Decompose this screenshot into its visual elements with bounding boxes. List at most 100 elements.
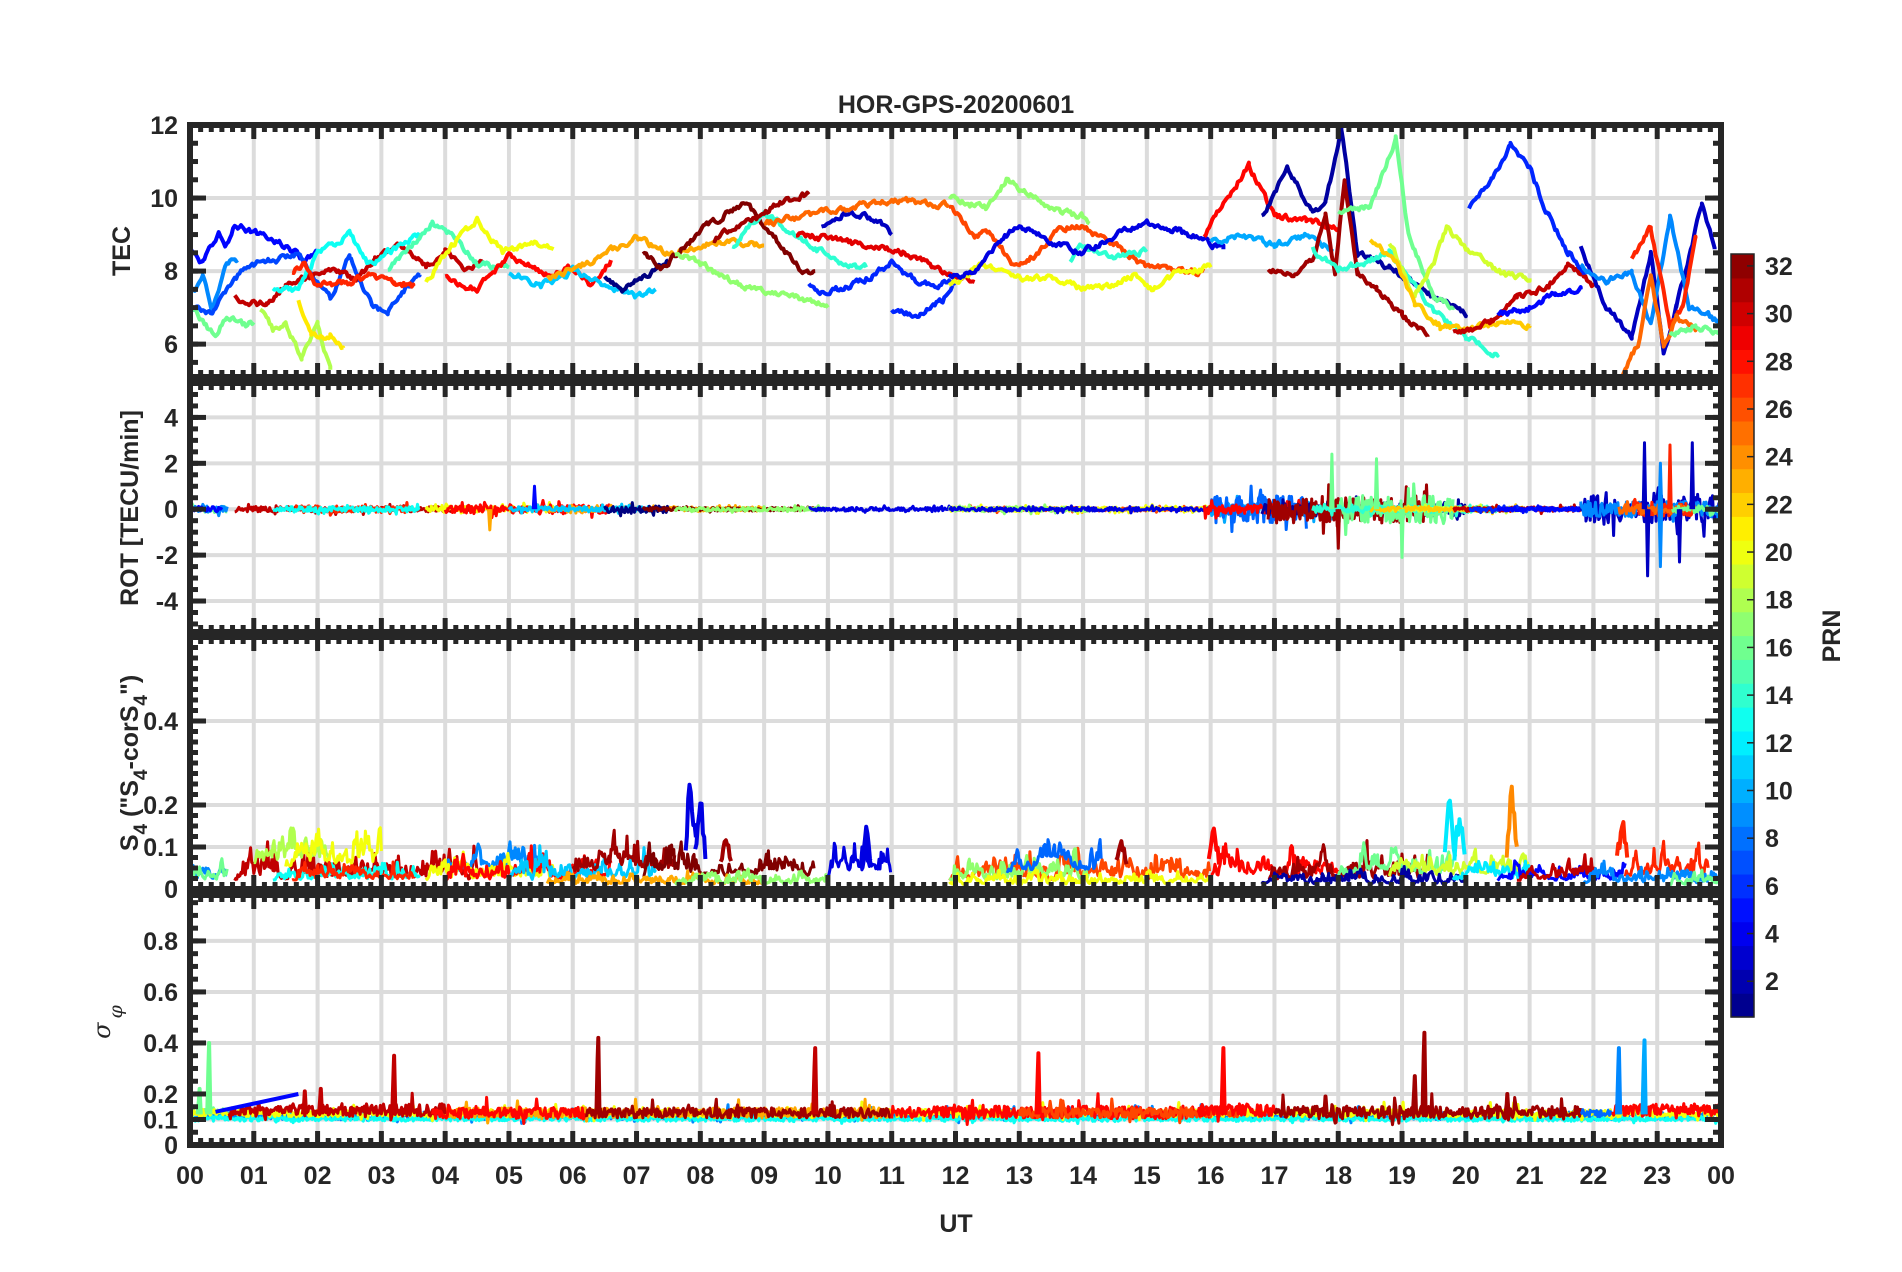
colorbar-tick-label: 28: [1765, 348, 1793, 376]
sigma-ytick-label: 0.8: [143, 928, 178, 956]
prn-16-trace: [190, 304, 256, 339]
prn-6-trace: [807, 258, 957, 297]
colorbar-swatch: [1731, 277, 1754, 303]
prn-11-trace: [508, 264, 657, 300]
prn-30-trace: [390, 1053, 398, 1115]
tec-data: [190, 125, 1721, 377]
tec-ytick-label: 12: [150, 112, 178, 140]
prn-28-trace: [1202, 160, 1341, 239]
prn-14-trace: [1310, 246, 1500, 359]
prn-27-trace: [291, 260, 416, 289]
s4-ylabel-part: "): [116, 675, 144, 695]
colorbar-tick-label: 10: [1765, 777, 1793, 805]
x-tick-label: 19: [1388, 1162, 1416, 1190]
s4-ylabel-part: -corS: [116, 706, 144, 770]
prn-19-trace: [1387, 224, 1532, 299]
x-tick-label: 10: [814, 1162, 842, 1190]
rot-axes: -4 -2 0 2 4: [156, 380, 1724, 635]
colorbar-swatch: [1731, 683, 1754, 708]
sigma-ytick-label: 0.4: [143, 1030, 178, 1058]
colorbar-swatch: [1731, 420, 1754, 446]
x-tick-label: 13: [1005, 1162, 1033, 1190]
colorbar-tick-label: 8: [1765, 825, 1779, 853]
prn-8-trace: [1579, 1108, 1614, 1119]
rot-ytick-label: -2: [156, 542, 178, 570]
x-tick-label: 12: [942, 1162, 970, 1190]
colorbar-swatch: [1731, 802, 1754, 827]
prn-15-trace: [387, 219, 510, 272]
prn-20-trace: [424, 215, 555, 283]
x-tick-label: 17: [1261, 1162, 1289, 1190]
colorbar-tick-label: 12: [1765, 730, 1793, 758]
prn-3-trace: [1579, 486, 1721, 538]
tec-ytick-label: 10: [150, 185, 178, 213]
sigma-ytick-label: 0.1: [143, 1106, 178, 1134]
colorbar-swatch: [1731, 540, 1754, 565]
colorbar-tick-label: 24: [1765, 444, 1793, 472]
x-tick-label: 20: [1452, 1162, 1480, 1190]
prn-25-trace: [1619, 273, 1698, 377]
colorbar-swatch: [1731, 397, 1754, 422]
figure-title: HOR-GPS-20200601: [838, 91, 1074, 119]
prn-30-trace: [227, 1091, 447, 1122]
prn-12-trace: [1442, 798, 1457, 857]
colorbar-swatch: [1731, 301, 1754, 327]
prn-31-trace: [1266, 178, 1430, 339]
prn-27-trace: [1629, 224, 1698, 330]
colorbar-swatch: [1731, 969, 1754, 994]
colorbar-tick-label: 4: [1765, 921, 1779, 949]
prn-31-trace: [1420, 1030, 1428, 1115]
prn-13-trace: [272, 502, 421, 516]
prn-23-trace: [487, 509, 493, 532]
colorbar-swatch: [1731, 730, 1754, 756]
prn-23-trace: [546, 233, 765, 282]
colorbar-swatch: [1731, 516, 1754, 541]
prn-14-trace: [731, 210, 868, 271]
x-tick-label: 21: [1516, 1162, 1544, 1190]
prn-8-trace: [1005, 838, 1103, 874]
colorbar-swatch: [1731, 468, 1754, 494]
prn-20-trace: [284, 826, 383, 868]
rot-data: [190, 441, 1721, 578]
x-tick-label: 04: [431, 1162, 459, 1190]
prn-17-trace: [947, 176, 1091, 226]
prn-2-trace: [1260, 865, 1467, 886]
prn-6-trace: [890, 285, 955, 319]
prn-22-trace: [1368, 238, 1532, 334]
sigma-ylabel: σφ: [88, 1004, 127, 1038]
prn-3-trace: [1641, 441, 1648, 510]
colorbar-swatch: [1731, 444, 1754, 470]
x-tick-label: 23: [1643, 1162, 1671, 1190]
colorbar-swatch: [1731, 611, 1754, 637]
prn-9-trace: [1615, 1046, 1623, 1115]
x-tick-label: 09: [750, 1162, 778, 1190]
prn-30-trace: [1516, 853, 1595, 882]
prn-31-trace: [712, 190, 811, 244]
colorbar-swatch: [1731, 492, 1754, 517]
x-tick-label: 03: [367, 1162, 395, 1190]
prn-4-trace: [859, 824, 873, 865]
sigma-ytick-label: 0: [164, 1132, 178, 1160]
prn-28-trace: [1196, 1102, 1276, 1123]
prn-4-trace: [683, 782, 698, 851]
s4-axes: 0 0.1 0.2 0.4: [143, 634, 1724, 904]
prn-27-trace: [291, 860, 415, 882]
x-tick-label: 07: [623, 1162, 651, 1190]
prn-5-trace: [215, 1092, 299, 1114]
tec-ytick-label: 6: [164, 331, 178, 359]
prn-31-trace: [1321, 1094, 1329, 1115]
prn-25-trace: [763, 195, 950, 228]
x-tick-label: 22: [1580, 1162, 1608, 1190]
s4-ylabel-sub: 4: [131, 769, 152, 780]
prn-31-trace: [1410, 1074, 1419, 1115]
prn-32-trace: [641, 201, 816, 276]
prn-28-trace: [1206, 826, 1221, 865]
sigma-data: [190, 1030, 1721, 1127]
s4-ytick-label: 0.2: [143, 792, 178, 820]
colorbar-tick-label: 30: [1765, 301, 1793, 329]
prn-3-trace: [1644, 509, 1651, 578]
colorbar-swatch: [1731, 587, 1754, 613]
x-tick-label: 06: [559, 1162, 587, 1190]
prn-31-trace: [584, 1097, 892, 1120]
colorbar-swatch: [1731, 850, 1754, 875]
